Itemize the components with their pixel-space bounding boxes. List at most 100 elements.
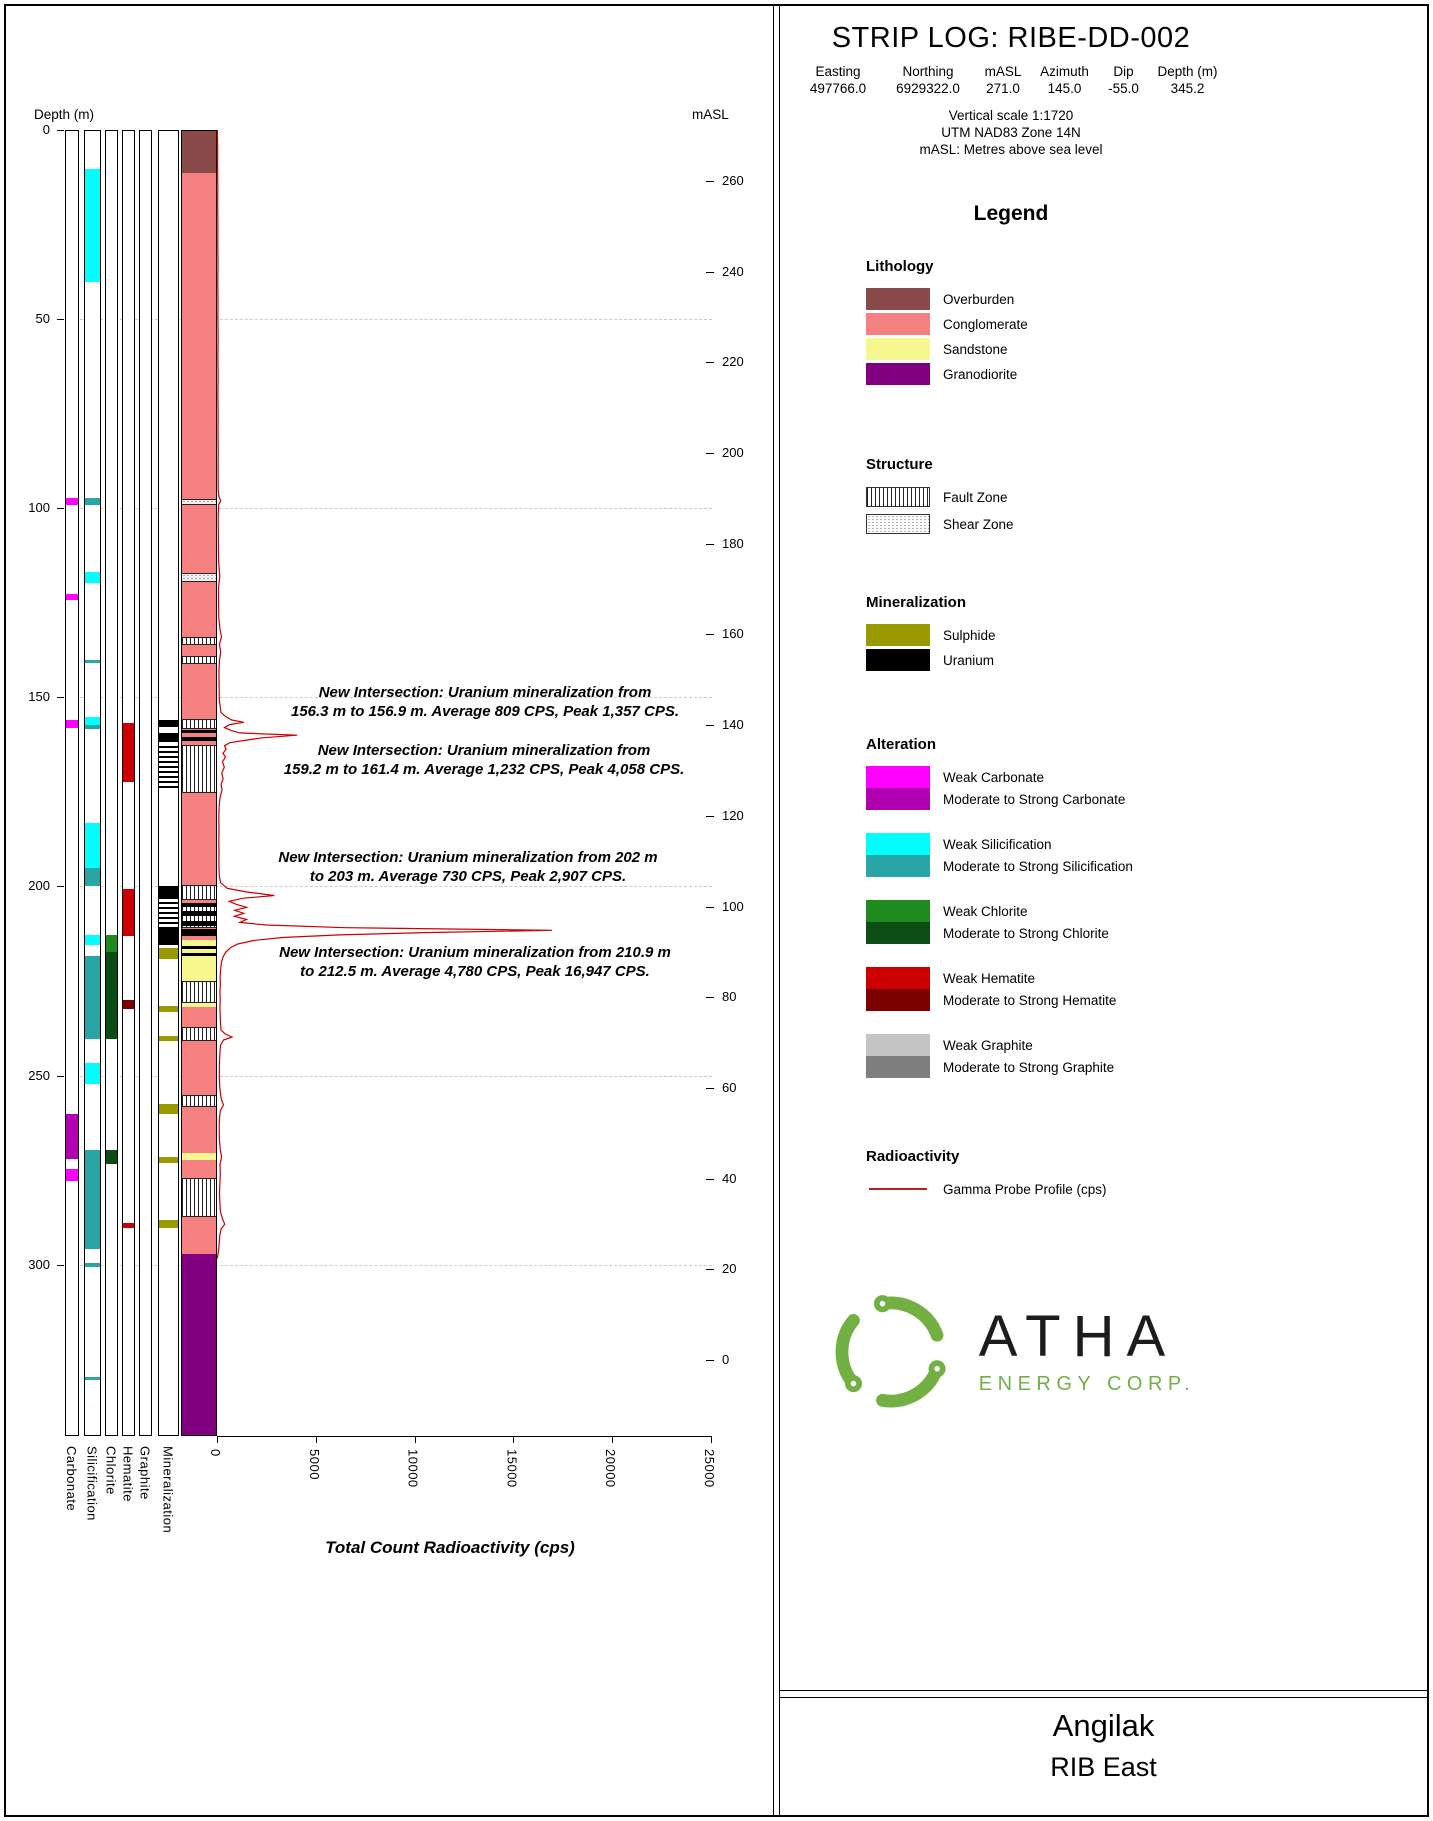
- sulphide-interval: [159, 1156, 178, 1163]
- meta-value-easting: 497766.0: [809, 81, 867, 96]
- uranium-interval: [159, 885, 178, 899]
- lithology-sandstone: [182, 1153, 216, 1160]
- legend-swatch-granodiorite: [866, 363, 930, 385]
- shear-zone: [182, 572, 216, 582]
- annotation-intersection-3: New Intersection: Uranium mineralization…: [238, 848, 698, 886]
- log-title: STRIP LOG: RIBE-DD-002: [831, 22, 1191, 54]
- track-label-mineralization: Mineralization: [160, 1445, 176, 1533]
- legend-swatch-sulphide: [866, 624, 930, 646]
- legend-swatch-weak-chlorite: [866, 900, 930, 922]
- legend-swatch-moderate-to-strong-carbonate: [866, 788, 930, 810]
- logo-company-subtitle: ENERGY CORP.: [978, 1373, 1196, 1395]
- meta-value-azimuth: 145.0: [1047, 81, 1082, 96]
- gamma-line-icon: [869, 1188, 927, 1190]
- legend-swatch-weak-graphite: [866, 1034, 930, 1056]
- log-header: STRIP LOG: RIBE-DD-002 Easting Northing mA…: [780, 22, 1242, 158]
- silicification-weak-interval: [85, 823, 100, 868]
- legend-heading: Alteration: [866, 736, 937, 753]
- track-mineralization: [158, 130, 179, 1436]
- annotation-intersection-1: New Intersection: Uranium mineralization…: [254, 683, 716, 721]
- masl-tick-label: 80: [722, 989, 737, 1005]
- masl-tick-label: 40: [722, 1170, 737, 1186]
- lithology-conglomerate: [182, 172, 216, 941]
- meta-value-depth-m: 345.2: [1170, 81, 1205, 96]
- legend-item-label: Moderate to Strong Hematite: [943, 992, 1117, 1008]
- legend-item-label: Sandstone: [943, 341, 1008, 357]
- fault-zone: [182, 718, 216, 729]
- cps-tick-label: 10000: [405, 1448, 421, 1488]
- meta-header-masl: mASL: [984, 64, 1022, 79]
- masl-tick: [706, 453, 714, 454]
- annotation-line: New Intersection: Uranium mineralization…: [317, 742, 651, 759]
- carbonate-weak-interval: [66, 720, 78, 728]
- lithology-granodiorite: [182, 1254, 216, 1435]
- track-label-chlorite: Chlorite: [103, 1445, 119, 1495]
- sulphide-interval: [159, 1104, 178, 1114]
- company-logo: ATHA ENERGY CORP.: [780, 1288, 1242, 1416]
- atha-logo-icon: [835, 1295, 946, 1408]
- legend-item-moderate-to-strong-silicification: Moderate to Strong Silicification: [866, 855, 1406, 877]
- depth-tick: [57, 886, 64, 888]
- legend-section-alteration: Alteration Weak Carbonate Moderate to Stro…: [866, 736, 1406, 1101]
- depth-tick: [57, 697, 64, 699]
- legend-swatch-moderate-to-strong-graphite: [866, 1056, 930, 1078]
- legend-heading: Mineralization: [866, 594, 967, 611]
- uranium-interval: [159, 733, 178, 743]
- legend-item-fault-zone: Fault Zone: [866, 486, 1406, 508]
- masl-tick: [706, 362, 714, 364]
- depth-gridline: [65, 697, 712, 699]
- cps-tick: [513, 1435, 515, 1443]
- uranium-band: [182, 911, 216, 917]
- track-label-graphite: Graphite: [137, 1445, 153, 1500]
- masl-tick-label: 120: [722, 807, 744, 823]
- masl-axis-title: mASL: [692, 107, 729, 122]
- legend-item-uranium: Uranium: [866, 649, 1406, 671]
- depth-gridline: [65, 1264, 712, 1266]
- depth-gridline: [65, 886, 712, 888]
- cps-tick: [711, 1435, 712, 1443]
- fault-zone: [182, 1026, 216, 1041]
- legend-item-moderate-to-strong-hematite: Moderate to Strong Hematite: [866, 989, 1406, 1011]
- legend-item-label: Moderate to Strong Carbonate: [943, 791, 1126, 807]
- masl-tick: [706, 1087, 714, 1089]
- masl-tick-label: 260: [722, 172, 744, 188]
- carbonate-strong-interval: [66, 1113, 78, 1160]
- legend-item-granodiorite: Granodiorite: [866, 363, 1406, 385]
- depth-tick-label: 0: [42, 122, 50, 137]
- annotation-line: New Intersection: Uranium mineralization…: [278, 849, 658, 866]
- track-chlorite: [105, 130, 118, 1436]
- legend-heading: Radioactivity: [866, 1148, 960, 1165]
- legend-item-label: Moderate to Strong Silicification: [943, 858, 1133, 874]
- legend-pair-weak-silicification: Weak Silicification Moderate to Strong Si…: [866, 833, 1406, 877]
- collar-info-headers: Easting Northing mASL Azimuth Dip Depth (m): [780, 63, 1242, 80]
- depth-tick: [57, 508, 64, 510]
- masl-tick: [706, 180, 714, 182]
- fault-zone: [182, 981, 216, 1004]
- uranium-band: [182, 952, 216, 956]
- depth-tick-label: 250: [28, 1067, 50, 1083]
- depth-tick: [57, 130, 64, 131]
- masl-tick-label: 200: [722, 445, 744, 460]
- legend-item-sulphide: Sulphide: [866, 624, 1406, 646]
- track-carbonate: [65, 130, 79, 1436]
- masl-note: mASL: Metres above sea level: [919, 142, 1103, 157]
- fault-zone: [182, 745, 216, 793]
- legend-pair-weak-graphite: Weak Graphite Moderate to Strong Graphite: [866, 1034, 1406, 1078]
- legend-item-label: Weak Graphite: [943, 1037, 1033, 1053]
- masl-tick: [706, 1269, 714, 1271]
- masl-tick-label: 60: [722, 1079, 737, 1095]
- legend-item-moderate-to-strong-chlorite: Moderate to Strong Chlorite: [866, 922, 1406, 944]
- masl-tick: [706, 543, 714, 545]
- uranium-bands-interval: [159, 901, 178, 928]
- legend-item-conglomerate: Conglomerate: [866, 313, 1406, 335]
- annotation-intersection-2: New Intersection: Uranium mineralization…: [250, 741, 718, 779]
- masl-tick: [706, 815, 714, 817]
- cps-tick-label: 20000: [603, 1448, 619, 1488]
- panel-divider: [773, 6, 774, 1815]
- legend-swatch-moderate-to-strong-hematite: [866, 989, 930, 1011]
- legend-swatch-moderate-to-strong-silicification: [866, 855, 930, 877]
- scale-note: Vertical scale 1:1720: [948, 108, 1074, 123]
- legend-item-gamma-probe-profile-cps: Gamma Probe Profile (cps): [866, 1178, 1406, 1200]
